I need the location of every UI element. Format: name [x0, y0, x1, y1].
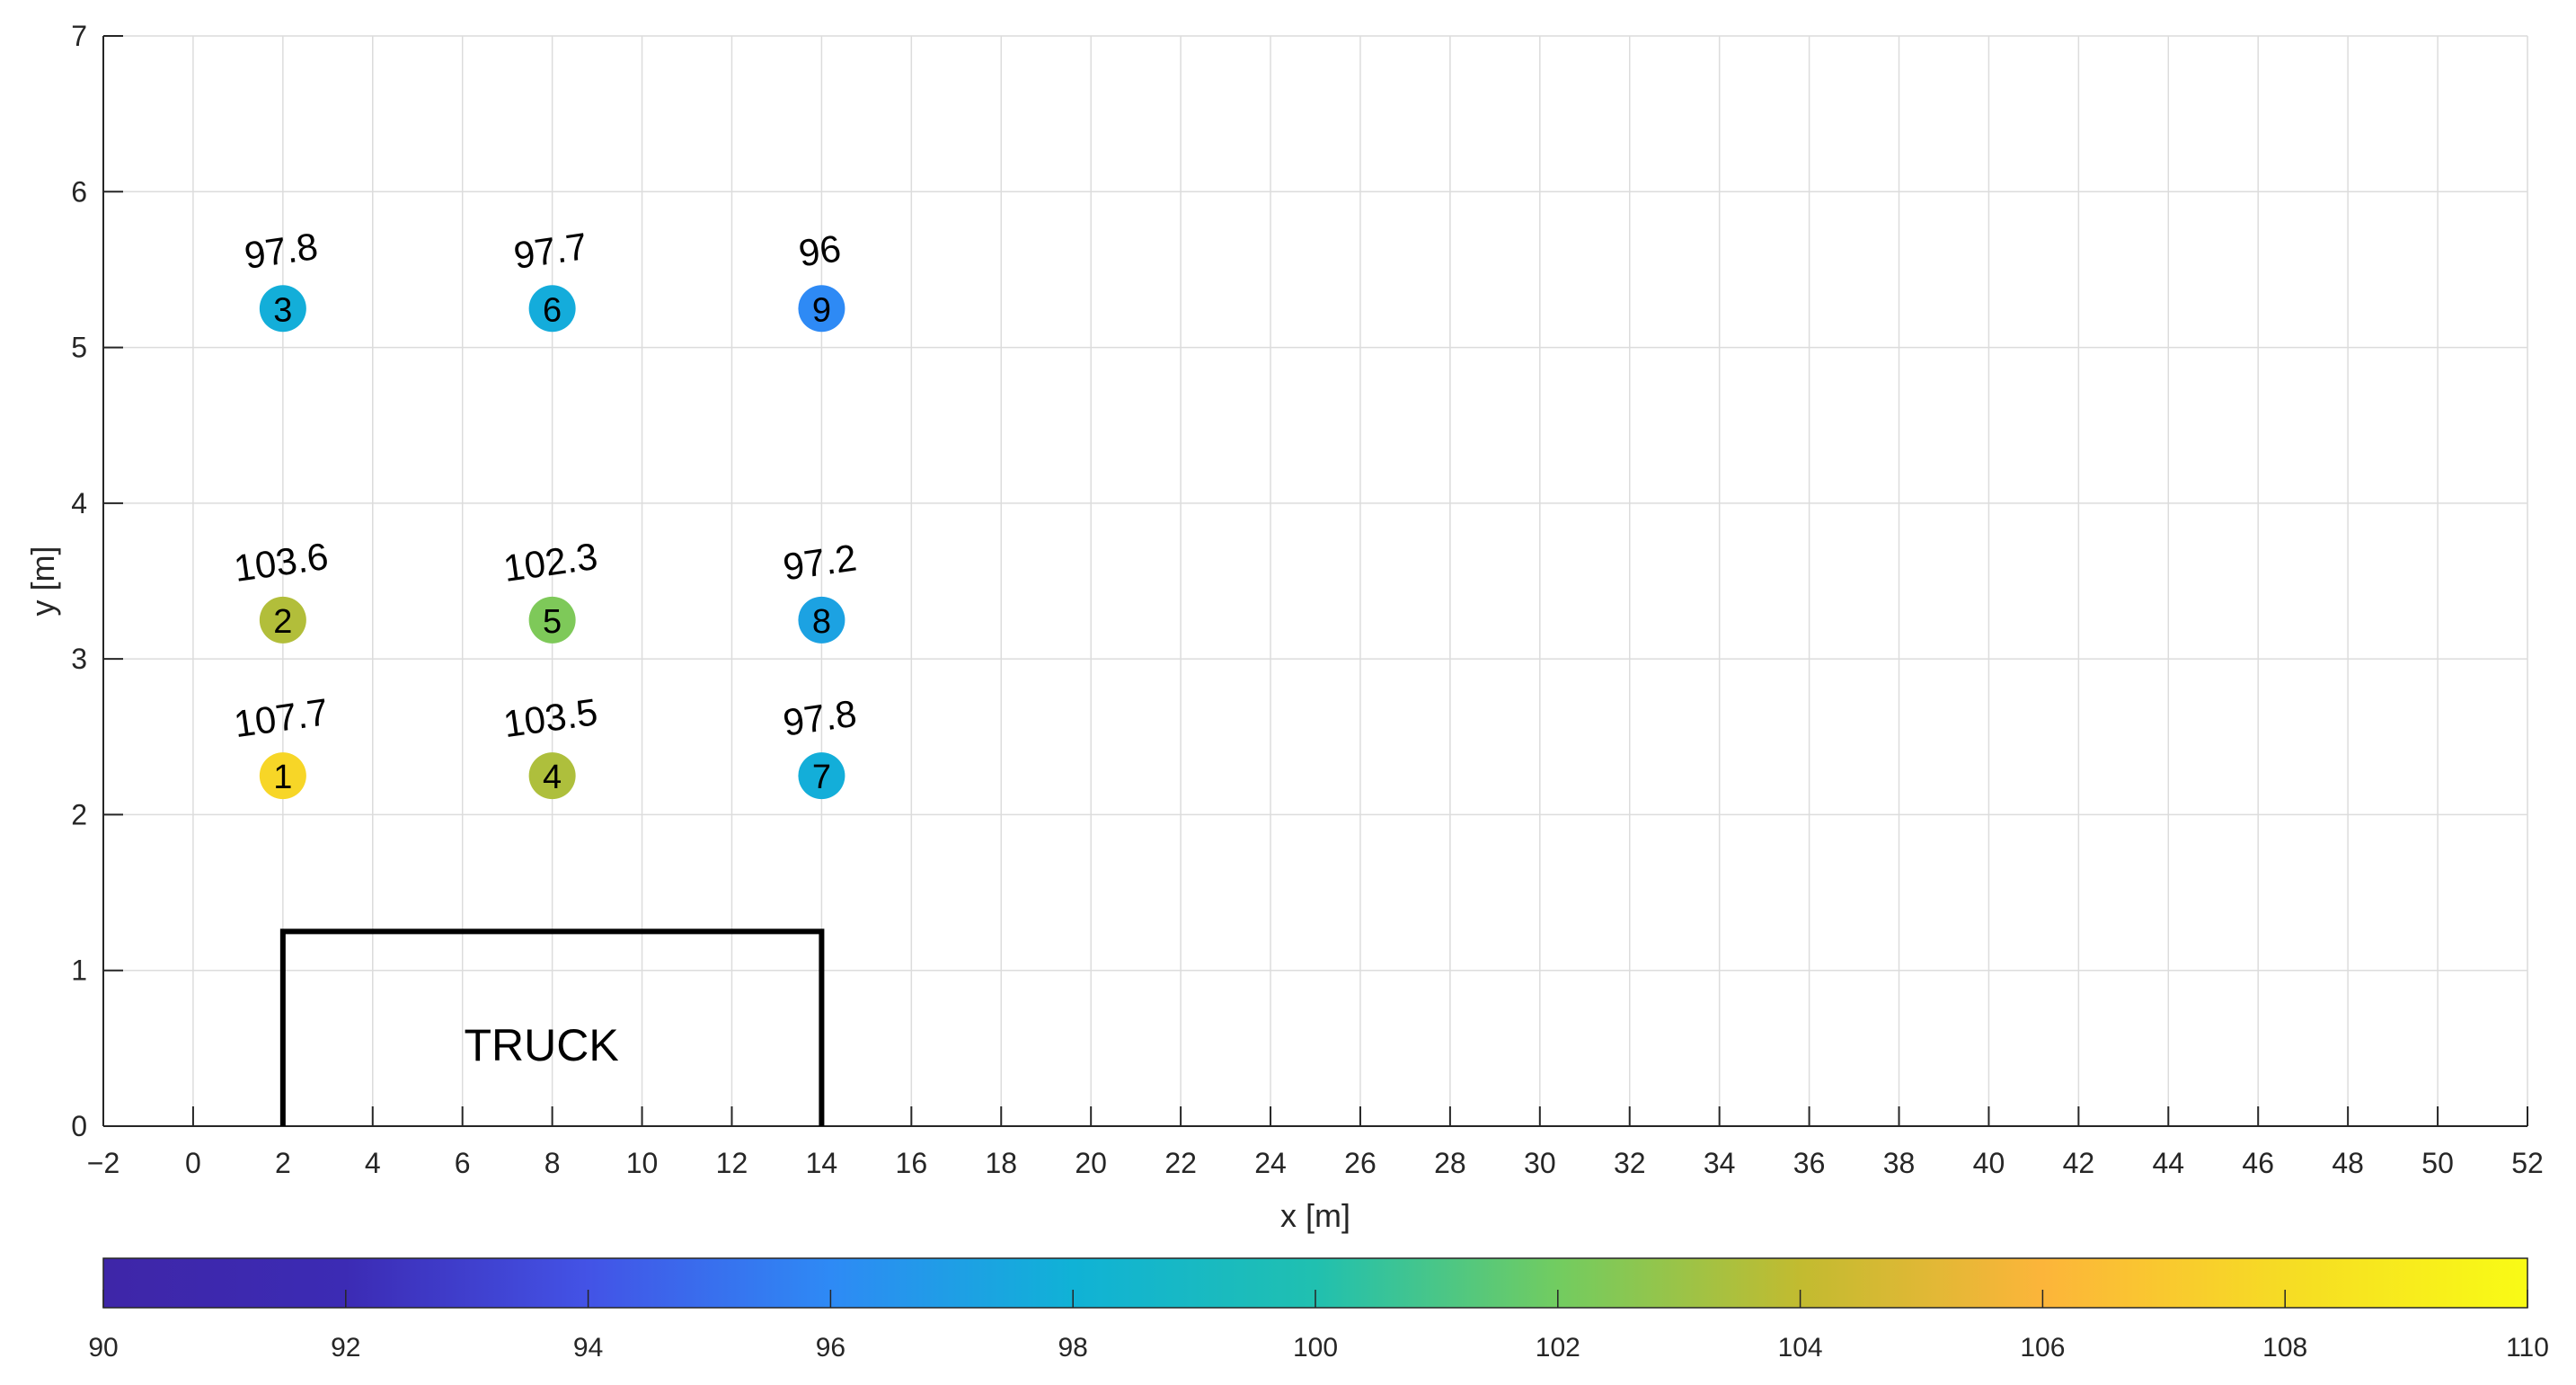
x-tick-label: 16	[896, 1147, 928, 1179]
x-tick-label: 36	[1793, 1147, 1826, 1179]
x-tick-label: 20	[1075, 1147, 1107, 1179]
x-axis-label: x [m]	[1280, 1197, 1350, 1234]
data-point-marker	[798, 285, 845, 333]
colorbar-tick-label: 100	[1293, 1333, 1338, 1363]
y-tick-label: 7	[71, 20, 87, 52]
y-tick-label: 0	[71, 1110, 87, 1142]
data-point-marker	[798, 752, 845, 800]
data-point-value-label: 96	[796, 226, 844, 274]
data-point-value-label: 97.2	[781, 537, 859, 589]
data-point-id-label: 9	[812, 291, 831, 329]
x-tick-label: 0	[185, 1147, 201, 1179]
colorbar-tick-label: 102	[1536, 1333, 1580, 1363]
data-point-marker	[259, 596, 306, 644]
x-tick-label: 48	[2332, 1147, 2364, 1179]
x-tick-label: 10	[626, 1147, 659, 1179]
axes: −2 0 2 4 6 8 10 12 14 16 18 20 22 24 26 28 30 32 34 36 38 40 4…	[71, 20, 2544, 1179]
y-tick-label: 1	[71, 954, 87, 987]
data-point-id-label: 8	[812, 603, 831, 641]
colorbar-tick-label: 90	[88, 1333, 118, 1363]
y-axis-label: y [m]	[24, 546, 61, 617]
colorbar-tick-label: 108	[2262, 1333, 2307, 1363]
data-point-marker	[259, 752, 306, 800]
y-tick-label: 4	[71, 487, 87, 519]
y-tick-label: 5	[71, 332, 87, 364]
x-tick-label: 32	[1614, 1147, 1646, 1179]
data-point-value-label: 97.7	[511, 225, 589, 277]
y-tick-label: 6	[71, 175, 87, 208]
data-point-id-label: 6	[543, 291, 562, 329]
data-point-id-label: 5	[543, 603, 562, 641]
colorbar: 90 92 94 96 98 100 102 104 106 108 110	[88, 1257, 2549, 1363]
data-point-value-label: 97.8	[781, 692, 859, 744]
x-tick-label: 46	[2242, 1147, 2274, 1179]
data-point-id-label: 1	[273, 759, 292, 796]
x-tick-label: 14	[806, 1147, 838, 1179]
x-tick-label: 44	[2152, 1147, 2184, 1179]
x-tick-label: 2	[275, 1147, 291, 1179]
x-tick-label: 42	[2063, 1147, 2095, 1179]
x-tick-label: 18	[985, 1147, 1017, 1179]
x-tick-label: 34	[1704, 1147, 1736, 1179]
truck-outline-line	[279, 928, 825, 1126]
x-tick-label: 22	[1164, 1147, 1197, 1179]
x-tick-label: −2	[87, 1147, 120, 1179]
data-point-marker	[259, 285, 306, 333]
x-tick-label: 52	[2511, 1147, 2544, 1179]
data-point-id-label: 7	[812, 759, 831, 796]
data-point-id-label: 3	[273, 291, 292, 329]
x-tick-label: 6	[455, 1147, 471, 1179]
x-tick-label: 12	[716, 1147, 748, 1179]
y-tick-label: 2	[71, 798, 87, 830]
y-tick-label: 3	[71, 643, 87, 675]
x-tick-label: 38	[1883, 1147, 1916, 1179]
x-tick-label: 24	[1254, 1147, 1287, 1179]
colorbar-tick-label: 110	[2506, 1333, 2549, 1363]
x-tick-label: 4	[365, 1147, 381, 1179]
data-point-marker	[528, 752, 576, 800]
data-point-marker	[798, 596, 845, 644]
colorbar-tick-label: 94	[573, 1333, 603, 1363]
x-tick-label: 30	[1524, 1147, 1556, 1179]
colorbar-tick-label: 92	[331, 1333, 360, 1363]
x-tick-label: 28	[1434, 1147, 1466, 1179]
data-point-id-label: 2	[273, 603, 292, 641]
truck-outline: TRUCK	[279, 928, 825, 1126]
plot-area	[103, 36, 2527, 1126]
x-tick-label: 50	[2421, 1147, 2454, 1179]
data-point-marker	[528, 285, 576, 333]
colorbar-tick-label: 96	[816, 1333, 845, 1363]
colorbar-tick-label: 106	[2020, 1333, 2065, 1363]
data-point-marker	[528, 596, 576, 644]
data-point-id-label: 4	[543, 759, 562, 796]
data-point-value-label: 97.8	[242, 225, 320, 277]
truck-label: TRUCK	[465, 1020, 619, 1070]
x-tick-label: 40	[1973, 1147, 2005, 1179]
colorbar-tick-label: 104	[1778, 1333, 1823, 1363]
colorbar-tick-label: 98	[1058, 1333, 1088, 1363]
x-tick-label: 26	[1344, 1147, 1377, 1179]
x-tick-label: 8	[544, 1147, 561, 1179]
